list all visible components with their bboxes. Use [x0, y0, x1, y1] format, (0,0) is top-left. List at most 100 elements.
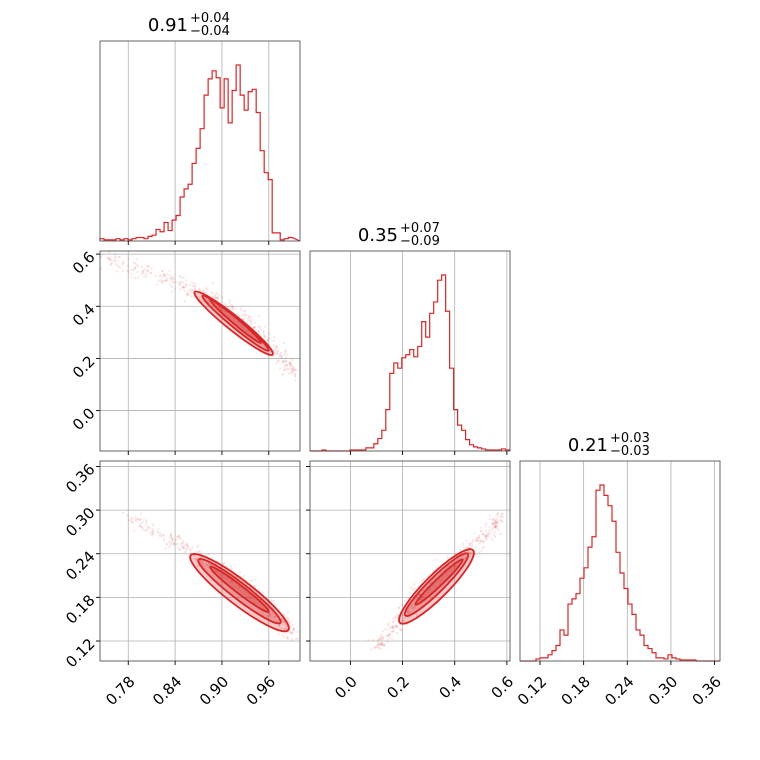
sample-point — [178, 537, 181, 540]
sample-point — [151, 522, 154, 525]
sample-point — [289, 363, 292, 366]
sample-point — [396, 613, 399, 616]
sample-point — [281, 361, 285, 364]
sample-point — [171, 540, 174, 543]
sample-point — [499, 519, 502, 522]
sample-point — [140, 272, 144, 275]
sample-point — [284, 359, 288, 363]
sample-point — [184, 283, 187, 286]
sample-point — [284, 352, 287, 355]
sample-point — [496, 513, 499, 516]
sample-point — [154, 274, 157, 277]
sample-point — [393, 616, 397, 619]
sample-point — [290, 639, 293, 642]
sample-point — [278, 624, 281, 627]
sample-point — [198, 288, 201, 291]
sample-point — [375, 644, 378, 648]
sample-point — [275, 361, 278, 365]
sample-point — [284, 622, 287, 625]
sample-point — [246, 319, 250, 322]
sample-point — [379, 641, 382, 645]
sample-point — [122, 260, 125, 263]
sample-point — [493, 531, 496, 534]
sample-point — [199, 561, 203, 564]
sample-point — [284, 349, 287, 352]
sample-point — [492, 518, 496, 521]
sample-point — [482, 545, 486, 549]
sample-point — [141, 526, 144, 529]
sample-point — [219, 573, 223, 576]
sample-point — [491, 521, 494, 524]
sample-point — [240, 323, 243, 326]
sample-point — [280, 373, 283, 376]
sample-point — [130, 268, 133, 271]
sample-point — [107, 257, 110, 260]
sample-point — [129, 519, 133, 523]
sample-point — [283, 363, 286, 367]
sample-point — [274, 615, 278, 618]
sample-point — [151, 529, 154, 533]
sample-point — [241, 317, 244, 321]
sample-point — [496, 514, 499, 517]
sample-point — [229, 579, 233, 582]
sample-point — [212, 292, 215, 295]
sample-point — [122, 262, 125, 265]
sample-point — [283, 628, 286, 631]
panel-frame — [99, 460, 301, 662]
sample-point — [205, 554, 208, 557]
sample-point — [284, 363, 287, 366]
sample-point — [380, 641, 383, 644]
sample-point — [184, 286, 187, 289]
sample-point — [271, 599, 274, 603]
sample-point — [465, 539, 468, 542]
sample-point — [249, 597, 252, 600]
sample-point — [380, 638, 383, 641]
sample-point — [291, 358, 294, 362]
x-tick-label: 0.96 — [243, 673, 279, 709]
sample-point — [262, 331, 265, 334]
sample-point — [133, 518, 137, 521]
sample-point — [161, 270, 164, 273]
histogram-2 — [520, 484, 720, 662]
sample-point — [181, 545, 184, 548]
sample-point — [242, 313, 245, 317]
sample-point — [485, 534, 488, 538]
sample-point — [403, 599, 406, 603]
sample-point — [478, 539, 481, 543]
sample-point — [376, 639, 379, 642]
title-upper-error-1: +0.07 — [400, 221, 440, 236]
sample-point — [280, 354, 283, 357]
sample-point — [453, 564, 457, 567]
sample-point — [177, 546, 180, 550]
sample-point — [249, 333, 252, 336]
sample-point — [434, 585, 437, 589]
sample-point — [189, 284, 192, 287]
sample-point — [377, 641, 380, 644]
sample-point — [215, 291, 218, 295]
sample-point — [250, 322, 253, 325]
sample-point — [137, 265, 140, 268]
title-upper-error-2: +0.03 — [610, 431, 650, 446]
sample-point — [254, 585, 257, 588]
sample-point — [469, 551, 472, 554]
sample-point — [391, 624, 394, 628]
sample-point — [426, 575, 429, 578]
sample-point — [272, 344, 275, 347]
sample-point — [494, 536, 497, 539]
sample-point — [403, 618, 406, 622]
sample-point — [386, 634, 389, 637]
sample-point — [148, 531, 152, 535]
sample-point — [142, 269, 145, 273]
sample-point — [243, 319, 246, 322]
sample-point — [272, 348, 275, 351]
sample-point — [477, 534, 481, 537]
sample-point — [193, 287, 196, 290]
sample-point — [281, 617, 284, 620]
sample-point — [390, 637, 394, 641]
sample-point — [221, 301, 224, 304]
sample-point — [285, 623, 288, 626]
sample-point — [193, 284, 196, 287]
sample-point — [285, 625, 288, 628]
sample-point — [252, 584, 256, 587]
sample-point — [289, 364, 293, 367]
